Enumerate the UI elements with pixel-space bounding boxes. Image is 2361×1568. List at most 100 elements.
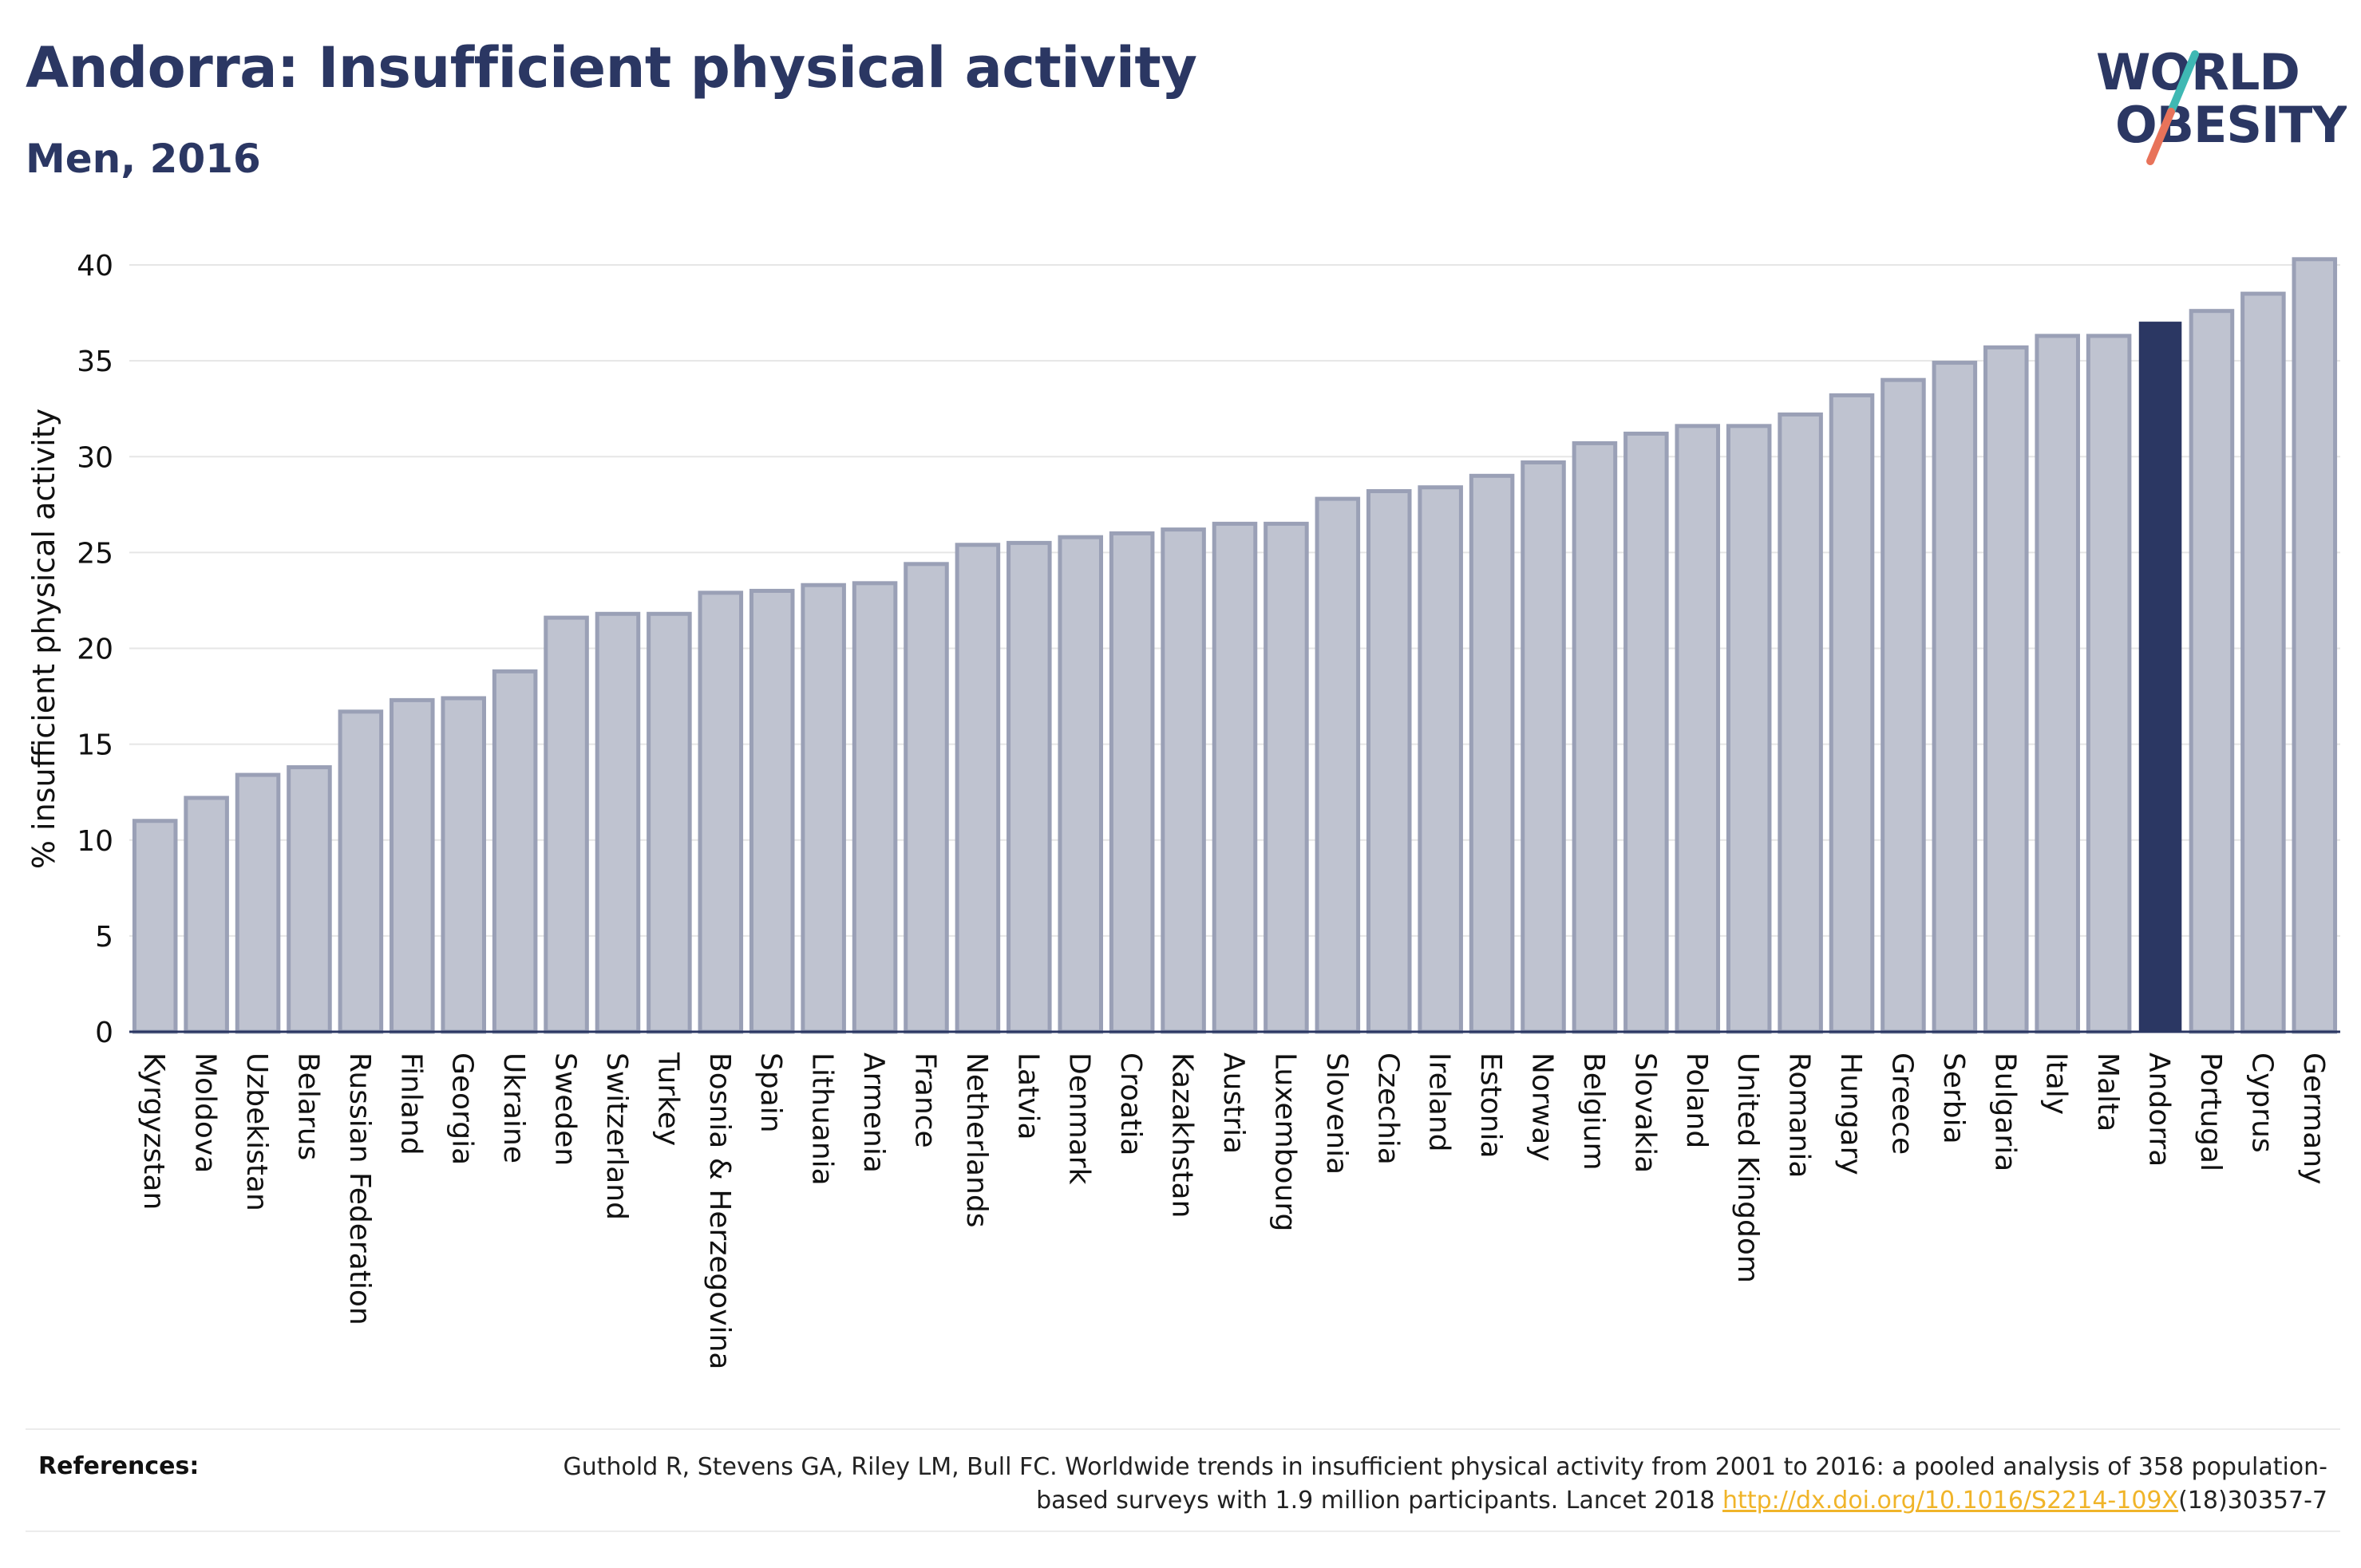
bar-romania (1778, 412, 1823, 1034)
bar-uzbekistan (235, 772, 281, 1034)
bar-sweden (544, 615, 589, 1034)
x-tick-label: Greece (1885, 1053, 1918, 1155)
references-box: References: Guthold R, Stevens GA, Riley… (26, 1428, 2340, 1532)
bar-hungary (1829, 393, 1875, 1034)
x-tick-label: Italy (2040, 1053, 2073, 1115)
references-citation: Guthold R, Stevens GA, Riley LM, Bull FC… (563, 1453, 2327, 1515)
bar-poland (1675, 424, 1721, 1034)
x-tick-label: Uzbekistan (240, 1053, 273, 1211)
bar-bulgaria (1983, 345, 2029, 1034)
bar-finland (390, 697, 435, 1034)
bar-france (904, 562, 949, 1034)
x-tick-label: Ireland (1423, 1053, 1456, 1152)
x-tick-label: Georgia (446, 1053, 479, 1165)
x-tick-label: Slovakia (1628, 1053, 1661, 1173)
bar-bosnia-herzegovina (698, 590, 744, 1034)
y-tick-label: 0 (95, 1017, 113, 1049)
x-tick-label: Germany (2297, 1053, 2330, 1184)
y-tick-label: 20 (77, 634, 113, 666)
references-text: Guthold R, Stevens GA, Riley LM, Bull FC… (492, 1451, 2327, 1518)
x-tick-label: Denmark (1063, 1053, 1096, 1185)
x-tick-label: Netherlands (960, 1053, 993, 1227)
x-tick-label: Serbia (1937, 1053, 1970, 1144)
bar-slovenia (1315, 496, 1361, 1034)
x-tick-label: Norway (1526, 1053, 1559, 1162)
x-tick-label: Lithuania (806, 1053, 839, 1186)
bar-italy (2035, 334, 2080, 1034)
x-tick-label: Kyrgyzstan (137, 1053, 170, 1210)
x-tick-label: Turkey (651, 1052, 684, 1146)
x-tick-label: Latvia (1011, 1053, 1044, 1140)
x-tick-label: Slovenia (1320, 1053, 1353, 1175)
bar-ukraine (492, 669, 538, 1034)
bar-united-kingdom (1726, 424, 1772, 1034)
bar-croatia (1109, 531, 1155, 1034)
bar-lithuania (801, 583, 846, 1034)
bar-kazakhstan (1161, 527, 1206, 1034)
y-tick-label: 10 (77, 825, 113, 858)
bar-denmark (1058, 535, 1104, 1034)
bar-switzerland (595, 611, 641, 1034)
bar-slovakia (1623, 431, 1669, 1034)
x-tick-label: Austria (1217, 1053, 1250, 1154)
bar-portugal (2189, 309, 2235, 1034)
bar-czechia (1366, 489, 1412, 1034)
y-tick-label: 5 (95, 921, 113, 954)
bar-malta (2086, 334, 2132, 1034)
x-tick-label: Ukraine (497, 1053, 530, 1163)
y-axis-label: % insufficient physical activity (26, 409, 61, 869)
x-tick-label: Russian Federation (343, 1053, 376, 1325)
bar-luxembourg (1264, 521, 1309, 1034)
x-tick-label: Bulgaria (1988, 1053, 2021, 1171)
world-obesity-logo: WORLD OBESITY (2096, 43, 2347, 165)
x-tick-label: Croatia (1114, 1053, 1147, 1155)
references-doi-link[interactable]: http://dx.doi.org/10.1016/S2214-109X (1722, 1487, 2179, 1515)
bar-norway (1521, 460, 1566, 1034)
bar-cyprus (2240, 291, 2286, 1034)
x-tick-label: Moldova (189, 1053, 222, 1173)
y-tick-labels: 0 5 10 15 20 25 30 35 40 (77, 250, 113, 1049)
bar-armenia (852, 581, 898, 1034)
x-tick-label: Kazakhstan (1166, 1053, 1199, 1218)
x-tick-label: Switzerland (600, 1053, 633, 1220)
bar-andorra (2138, 322, 2182, 1033)
x-tick-label: Malta (2091, 1053, 2124, 1132)
y-tick-label: 35 (77, 346, 113, 378)
x-tick-label: Spain (754, 1053, 787, 1133)
x-tick-label: Luxembourg (1268, 1053, 1301, 1231)
logo-slash-bottom (2146, 108, 2175, 165)
x-tick-labels: Kyrgyzstan Moldova Uzbekistan Belarus Russia… (137, 1052, 2330, 1369)
bar-netherlands (955, 543, 1001, 1034)
x-tick-label: Belgium (1577, 1053, 1610, 1171)
x-tick-label: Estonia (1474, 1053, 1507, 1159)
x-tick-label: Bosnia & Herzegovina (703, 1053, 736, 1369)
references-label: References: (38, 1452, 200, 1480)
bar-belarus (287, 764, 332, 1034)
x-tick-label: United Kingdom (1731, 1053, 1764, 1283)
bar-greece (1880, 377, 1926, 1034)
x-tick-label: Finland (394, 1053, 427, 1155)
y-tick-label: 30 (77, 441, 113, 474)
x-tick-label: Portugal (2194, 1053, 2227, 1171)
chart-subtitle: Men, 2016 (26, 136, 261, 182)
x-tick-label: Romania (1783, 1053, 1816, 1178)
bars (132, 257, 2338, 1034)
y-tick-label: 15 (77, 729, 113, 762)
bar-chart: 0 5 10 15 20 25 30 35 40 Kyrgyzstan Moldova Uzbeki… (26, 250, 2340, 1369)
bar-moldova (184, 796, 229, 1034)
bar-germany (2292, 257, 2338, 1034)
x-tick-label: Cyprus (2245, 1053, 2278, 1153)
bar-georgia (441, 696, 486, 1034)
x-tick-label: Hungary (1834, 1053, 1867, 1175)
bar-latvia (1006, 540, 1052, 1034)
chart-title: Andorra: Insufficient physical activity (26, 35, 1197, 101)
bar-serbia (1932, 361, 1978, 1034)
bar-belgium (1572, 440, 1618, 1034)
x-tick-label: Armenia (857, 1053, 890, 1173)
x-tick-label: France (908, 1053, 941, 1148)
x-tick-label: Belarus (291, 1053, 324, 1160)
x-tick-label: Poland (1680, 1053, 1713, 1148)
logo-slash-top (2167, 50, 2199, 116)
x-tick-label: Andorra (2143, 1053, 2176, 1167)
y-tick-label: 25 (77, 537, 113, 570)
